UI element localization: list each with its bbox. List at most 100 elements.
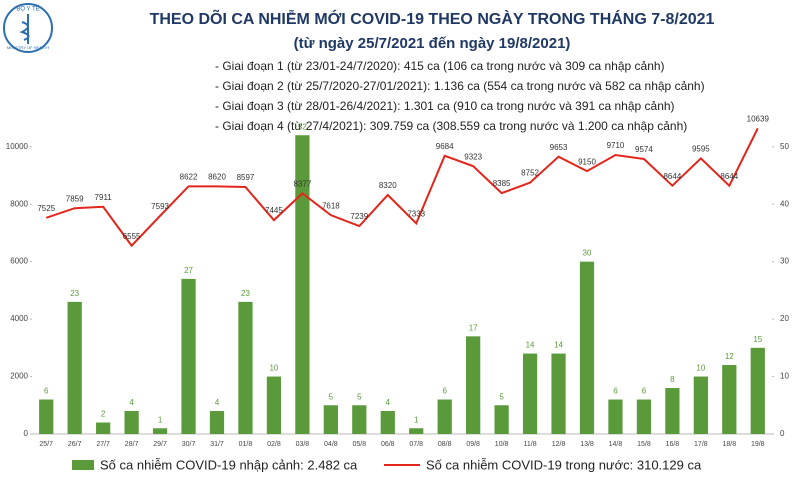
x-tick-label: 29/7	[153, 441, 167, 448]
bar	[295, 135, 310, 434]
line-label: 8385	[493, 179, 511, 188]
legend-swatch	[72, 460, 94, 470]
bar	[323, 405, 338, 434]
line-label: 9574	[635, 145, 653, 154]
bar-label: 6	[642, 387, 647, 396]
y2-tick-label: 40	[780, 199, 789, 208]
x-tick-label: 02/8	[267, 441, 281, 448]
y-tick-label: 6000	[10, 257, 28, 266]
bar	[665, 388, 680, 434]
bar-label: 4	[215, 398, 220, 407]
bar-label: 5	[499, 392, 504, 401]
line-label: 8644	[720, 172, 738, 181]
y2-tick-label: 20	[780, 314, 789, 323]
bar	[551, 353, 566, 434]
bar	[352, 405, 367, 434]
legend-label: Số ca nhiễm COVID-19 trong nước: 310.129…	[426, 457, 702, 472]
bar-label: 4	[386, 398, 391, 407]
bar-label: 30	[583, 249, 592, 258]
x-tick-label: 26/7	[68, 441, 82, 448]
y2-tick-label: 50	[780, 142, 789, 151]
line-label: 9710	[607, 141, 625, 150]
bar-label: 14	[554, 341, 563, 350]
y-tick-label: 10000	[6, 142, 29, 151]
x-tick-label: 19/8	[751, 441, 765, 448]
x-tick-label: 25/7	[39, 441, 53, 448]
bar-label: 5	[329, 392, 334, 401]
bar-label: 17	[469, 323, 478, 332]
x-tick-label: 31/7	[210, 441, 224, 448]
x-tick-label: 07/8	[409, 441, 423, 448]
logo: BỘ Y TẾ MINISTRY OF HEALTH	[3, 3, 53, 53]
bar-label: 6	[442, 387, 447, 396]
bar	[266, 376, 282, 434]
line-label: 7333	[407, 209, 425, 218]
bar	[693, 376, 708, 434]
bar	[494, 405, 509, 434]
line-label: 8622	[180, 172, 198, 181]
line-label: 7911	[95, 193, 113, 202]
line-label: 7859	[66, 194, 84, 203]
bar	[152, 428, 168, 434]
x-tick-label: 08/8	[438, 441, 452, 448]
y-tick-label: 4000	[10, 314, 28, 323]
line-label: 7618	[322, 201, 340, 210]
x-tick-label: 12/8	[552, 441, 566, 448]
line-label: 7525	[37, 204, 55, 213]
bar	[466, 336, 481, 434]
bar-label: 10	[269, 364, 278, 373]
bar	[209, 411, 225, 434]
bar	[750, 347, 765, 434]
bar	[722, 365, 737, 434]
line-label: 8644	[663, 172, 681, 181]
x-tick-label: 18/8	[722, 441, 736, 448]
chart-title: THEO DÕI CA NHIỄM MỚI COVID-19 THEO NGÀY…	[150, 8, 715, 28]
line-label: 7445	[265, 206, 283, 215]
bar-label: 1	[414, 415, 419, 424]
bar	[181, 278, 196, 434]
logo-symbol	[19, 14, 30, 44]
bar	[522, 353, 538, 434]
line-label: 9595	[692, 144, 710, 153]
bar-label: 8	[670, 375, 675, 384]
x-tick-label: 09/8	[466, 441, 480, 448]
x-tick-label: 05/8	[352, 441, 366, 448]
annotation: - Giai đoạn 1 (từ 23/01-24/7/2020): 415 …	[215, 59, 665, 73]
line-label: 7593	[151, 202, 169, 211]
bar	[67, 301, 82, 434]
annotation: - Giai đoạn 4 (từ 27/4/2021): 309.759 ca…	[215, 119, 687, 133]
line-label: 7239	[350, 212, 368, 221]
logo-top: BỘ Y TẾ	[16, 6, 39, 13]
bar-label: 15	[753, 335, 762, 344]
bar-label: 12	[725, 352, 734, 361]
bar	[96, 422, 111, 434]
line-label: 9653	[550, 143, 568, 152]
x-tick-label: 04/8	[324, 441, 338, 448]
annotation: - Giai đoạn 2 (từ 25/7/2020-27/01/2021):…	[215, 79, 705, 93]
bar	[124, 411, 139, 434]
bar-label: 14	[526, 341, 535, 350]
bar-label: 10	[696, 364, 705, 373]
y2-tick-label: 10	[780, 372, 789, 381]
x-tick-label: 14/8	[609, 441, 623, 448]
line-label: 8377	[293, 179, 311, 188]
bar-label: 4	[129, 398, 134, 407]
y2-tick-label: 30	[780, 257, 789, 266]
x-tick-label: 10/8	[495, 441, 509, 448]
line-label: 10639	[747, 114, 770, 123]
line-label: 8620	[208, 172, 226, 181]
line	[45, 127, 759, 248]
bar	[238, 301, 253, 434]
logo-bottom: MINISTRY OF HEALTH	[7, 45, 49, 50]
chart-subtitle: (từ ngày 25/7/2021 đến ngày 19/8/2021)	[294, 35, 571, 52]
y-tick-label: 2000	[10, 372, 28, 381]
x-tick-label: 17/8	[694, 441, 708, 448]
line-label: 8597	[237, 173, 255, 182]
bar	[437, 399, 452, 434]
line-label: 8752	[521, 169, 539, 178]
line-label: 9684	[436, 142, 454, 151]
bar-label: 52	[298, 122, 307, 131]
bar-label: 27	[184, 266, 193, 275]
